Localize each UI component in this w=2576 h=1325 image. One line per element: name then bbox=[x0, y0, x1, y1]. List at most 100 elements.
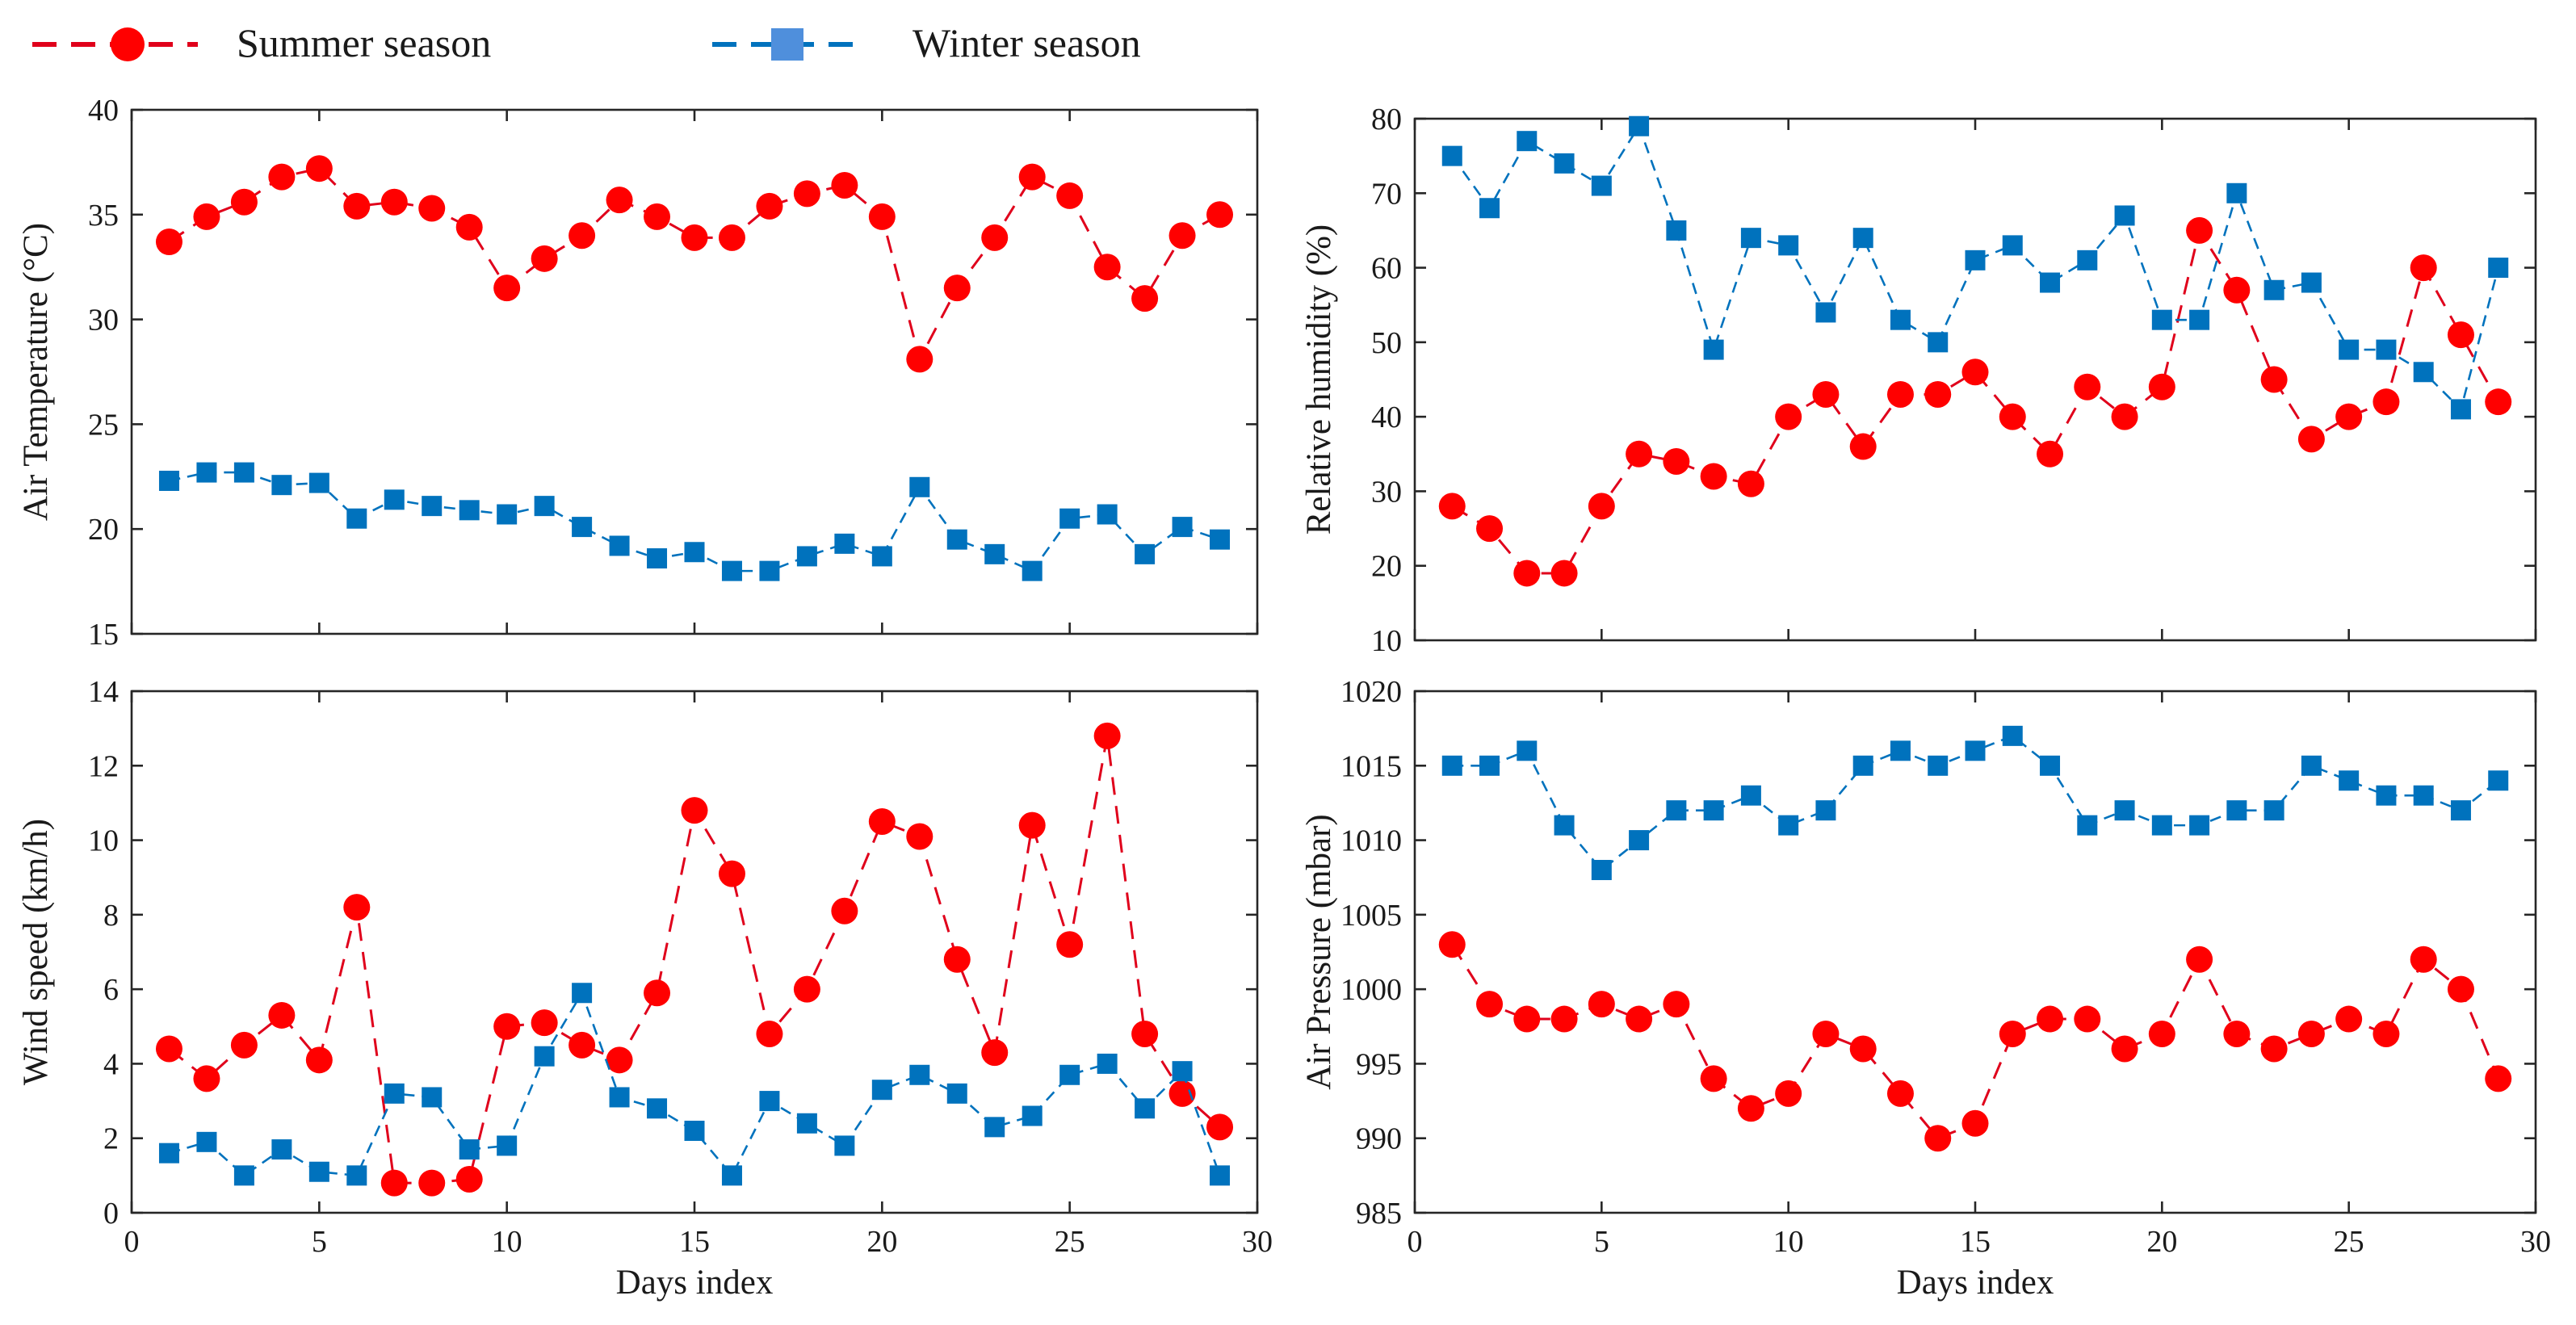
relative-humidity-ytick-label: 80 bbox=[1371, 103, 1402, 136]
wind-speed-summer-point bbox=[1206, 1113, 1234, 1141]
air-pressure-ytick-label: 995 bbox=[1356, 1047, 1402, 1081]
relative-humidity-ytick-label: 20 bbox=[1371, 550, 1402, 584]
legend-summer-marker bbox=[111, 27, 145, 61]
air-temperature-summer-point bbox=[981, 224, 1009, 251]
air-temperature-summer-point bbox=[906, 346, 933, 373]
wind-speed-summer-point bbox=[718, 860, 745, 887]
relative-humidity-summer-point bbox=[2297, 426, 2325, 453]
air-temperature-summer-point bbox=[193, 203, 220, 230]
air-temperature-winter-point bbox=[684, 542, 705, 563]
air-temperature-winter-point bbox=[572, 517, 593, 538]
air-pressure-winter-point bbox=[2450, 800, 2471, 821]
air-pressure-winter-point bbox=[2114, 800, 2135, 821]
wind-speed-winter-point bbox=[308, 1161, 329, 1182]
legend-summer-label: Summer season bbox=[237, 20, 491, 65]
air-pressure-winter-point bbox=[1591, 859, 1612, 880]
wind-speed-xtick-label: 20 bbox=[866, 1225, 897, 1259]
air-temperature-winter-point bbox=[497, 504, 518, 525]
wind-speed-winter-point bbox=[459, 1139, 480, 1160]
air-pressure-xlabel: Days index bbox=[1897, 1264, 2054, 1302]
air-pressure-summer-point bbox=[2447, 975, 2474, 1003]
relative-humidity-winter-point bbox=[1479, 198, 1500, 219]
air-pressure-xtick-label: 30 bbox=[2520, 1225, 2551, 1259]
air-temperature-summer-point bbox=[756, 192, 783, 220]
wind-speed-winter-point bbox=[196, 1131, 217, 1152]
relative-humidity-summer-point bbox=[1588, 493, 1615, 520]
wind-speed-winter-point bbox=[422, 1087, 443, 1108]
relative-humidity-winter-point bbox=[2376, 339, 2397, 360]
wind-speed-ytick-label: 8 bbox=[103, 899, 119, 933]
wind-speed-winter-point bbox=[909, 1064, 930, 1085]
legend-winter-label: Winter season bbox=[913, 20, 1141, 65]
wind-speed-winter-point bbox=[1022, 1105, 1043, 1126]
wind-speed-winter-point bbox=[721, 1165, 742, 1186]
wind-speed-ylabel: Wind speed (km/h) bbox=[17, 819, 55, 1085]
air-temperature-summer-point bbox=[305, 155, 333, 182]
wind-speed-ytick-label: 12 bbox=[88, 749, 119, 783]
wind-speed-summer-point bbox=[305, 1046, 333, 1074]
air-temperature-winter-point bbox=[459, 500, 480, 521]
relative-humidity-ytick-label: 50 bbox=[1371, 326, 1402, 360]
air-temperature-summer-point bbox=[230, 188, 258, 216]
air-temperature-winter-point bbox=[158, 470, 179, 491]
air-pressure-winter-point bbox=[1703, 800, 1724, 821]
wind-speed-summer-point bbox=[193, 1065, 220, 1092]
relative-humidity-winter-point bbox=[1890, 309, 1911, 330]
air-pressure-winter-point bbox=[2263, 800, 2284, 821]
relative-humidity-summer-point bbox=[1626, 440, 1653, 468]
air-pressure-ytick-label: 1005 bbox=[1340, 899, 1402, 933]
relative-humidity-winter-point bbox=[1629, 115, 1650, 136]
air-temperature-summer-point bbox=[606, 187, 633, 214]
air-temperature-summer-point bbox=[268, 163, 296, 191]
wind-speed-xtick-label: 25 bbox=[1055, 1225, 1085, 1259]
air-pressure-summer-point bbox=[2111, 1035, 2138, 1063]
air-pressure-xtick-label: 25 bbox=[2334, 1225, 2364, 1259]
air-pressure-winter-point bbox=[2151, 815, 2172, 836]
air-temperature-ytick-label: 30 bbox=[88, 304, 119, 338]
relative-humidity-summer-point bbox=[1476, 515, 1504, 543]
relative-humidity-winter-line bbox=[1451, 124, 2499, 412]
air-temperature-winter-point bbox=[1172, 517, 1193, 538]
relative-humidity-winter-point bbox=[2077, 249, 2098, 270]
wind-speed-summer-point bbox=[906, 823, 933, 850]
relative-humidity-summer-point bbox=[2148, 373, 2175, 400]
air-temperature-winter-point bbox=[647, 548, 668, 569]
relative-humidity-summer-point bbox=[1812, 380, 1840, 408]
air-pressure-summer-point bbox=[2074, 1005, 2101, 1033]
wind-speed-winter-point bbox=[1135, 1098, 1156, 1119]
wind-speed-winter-point bbox=[346, 1165, 367, 1186]
wind-speed-winter-point bbox=[1097, 1053, 1118, 1074]
air-pressure-winter-point bbox=[1629, 830, 1650, 851]
air-pressure-summer-point bbox=[1626, 1005, 1653, 1033]
wind-speed-summer-point bbox=[756, 1021, 783, 1048]
air-pressure-summer-point bbox=[1924, 1125, 1952, 1152]
air-pressure-summer-point bbox=[2260, 1035, 2288, 1063]
wind-speed-summer-point bbox=[606, 1046, 633, 1074]
air-temperature-winter-point bbox=[909, 476, 930, 497]
air-temperature-winter-point bbox=[984, 543, 1005, 564]
air-temperature-summer-point bbox=[155, 229, 183, 256]
air-pressure-winter-point bbox=[2189, 815, 2210, 836]
air-temperature-winter-point bbox=[609, 535, 630, 556]
relative-humidity-winter-point bbox=[1852, 228, 1873, 249]
air-temperature-summer-point bbox=[493, 275, 521, 302]
air-temperature-summer-point bbox=[718, 224, 745, 251]
air-temperature-winter-point bbox=[834, 533, 855, 554]
wind-speed-summer-point bbox=[155, 1035, 183, 1063]
relative-humidity-winter-point bbox=[1740, 228, 1761, 249]
air-pressure-winter-point bbox=[1890, 740, 1911, 761]
relative-humidity-winter-point bbox=[2151, 309, 2172, 330]
wind-speed-summer-point bbox=[268, 1001, 296, 1029]
wind-speed-xtick-label: 0 bbox=[124, 1225, 140, 1259]
air-pressure-summer-point bbox=[2373, 1021, 2400, 1048]
wind-speed-winter-point bbox=[946, 1083, 967, 1104]
relative-humidity-summer-point bbox=[2111, 403, 2138, 430]
air-pressure-summer-point bbox=[1849, 1035, 1877, 1063]
air-temperature-winter-point bbox=[534, 496, 555, 517]
wind-speed-winter-point bbox=[759, 1091, 780, 1112]
relative-humidity-summer-point bbox=[1849, 433, 1877, 460]
relative-humidity-summer-point bbox=[1438, 493, 1466, 520]
relative-humidity-summer-point bbox=[1737, 470, 1764, 497]
relative-humidity-summer-point bbox=[1513, 560, 1541, 587]
air-temperature-ylabel: Air Temperature (°C) bbox=[17, 223, 55, 521]
